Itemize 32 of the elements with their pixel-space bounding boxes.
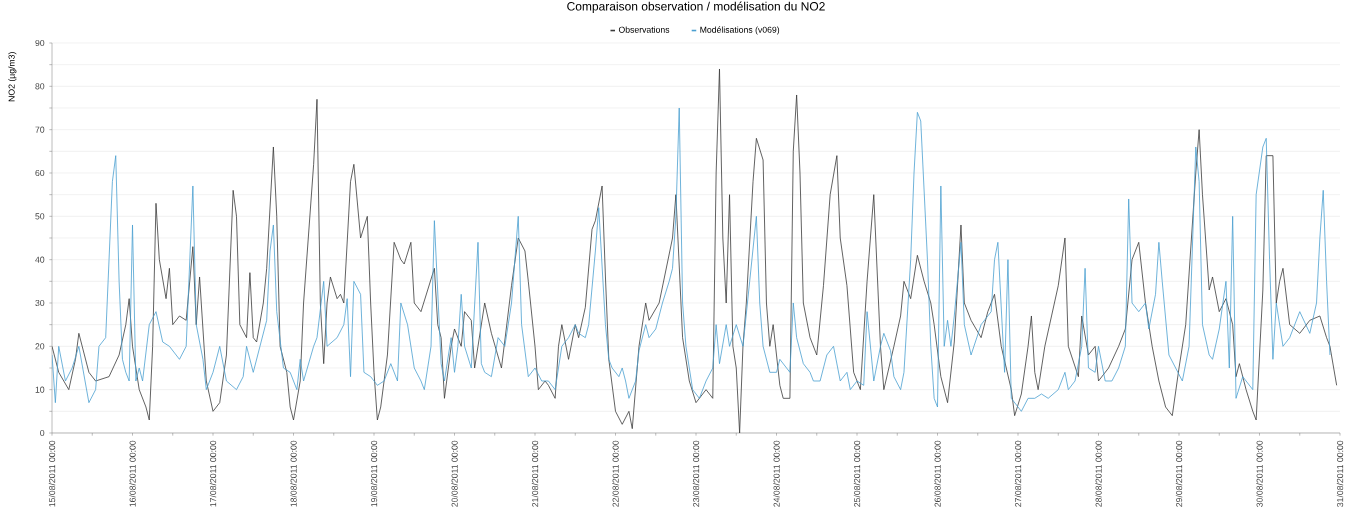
x-tick-label: 19/08/2011 00:00 bbox=[370, 440, 378, 507]
x-tick-label: 30/08/2011 00:00 bbox=[1256, 440, 1263, 507]
x-tick-label: 21/08/2011 00:00 bbox=[531, 440, 539, 507]
y-tick-label: 60 bbox=[35, 169, 45, 177]
x-tick-label: 28/08/2011 00:00 bbox=[1095, 440, 1102, 507]
legend-label: Modélisations (v069) bbox=[700, 26, 780, 35]
x-tick-label: 18/08/2011 00:00 bbox=[290, 440, 297, 507]
y-tick-label: 10 bbox=[35, 386, 45, 393]
legend-label: Observations bbox=[618, 26, 670, 33]
x-tick-label: 23/08/2011 00:00 bbox=[692, 440, 700, 507]
x-tick-label: 16/08/2011 00:00 bbox=[129, 440, 136, 507]
y-tick-label: 50 bbox=[35, 213, 45, 220]
x-tick-label: 26/08/2011 00:00 bbox=[934, 440, 941, 507]
y-tick-label: 80 bbox=[35, 83, 45, 90]
x-tick-label: 24/08/2011 00:00 bbox=[773, 440, 780, 507]
y-tick-label: 90 bbox=[35, 39, 45, 47]
y-tick-label: 40 bbox=[35, 256, 45, 263]
x-tick-label: 27/08/2011 00:00 bbox=[1014, 440, 1022, 507]
y-axis-title: NO2 (µg/m3) bbox=[8, 52, 17, 102]
x-tick-label: 22/08/2011 00:00 bbox=[612, 440, 619, 507]
x-tick-label: 29/08/2011 00:00 bbox=[1175, 440, 1183, 507]
y-tick-label: 20 bbox=[35, 343, 45, 350]
x-tick-label: 17/08/2011 00:00 bbox=[209, 440, 217, 507]
line-series bbox=[52, 107, 1331, 412]
y-tick-label: 70 bbox=[35, 126, 45, 133]
y-tick-label: 0 bbox=[40, 429, 45, 437]
x-tick-label: 25/08/2011 00:00 bbox=[853, 440, 861, 507]
x-tick-label: 15/08/2011 00:00 bbox=[48, 440, 56, 507]
chart-title: Comparaison observation / modélisation du NO2 bbox=[567, 1, 825, 13]
x-tick-label: 20/08/2011 00:00 bbox=[451, 440, 458, 507]
x-tick-label: 31/08/2011 00:00 bbox=[1336, 440, 1344, 507]
y-tick-label: 30 bbox=[35, 299, 45, 307]
